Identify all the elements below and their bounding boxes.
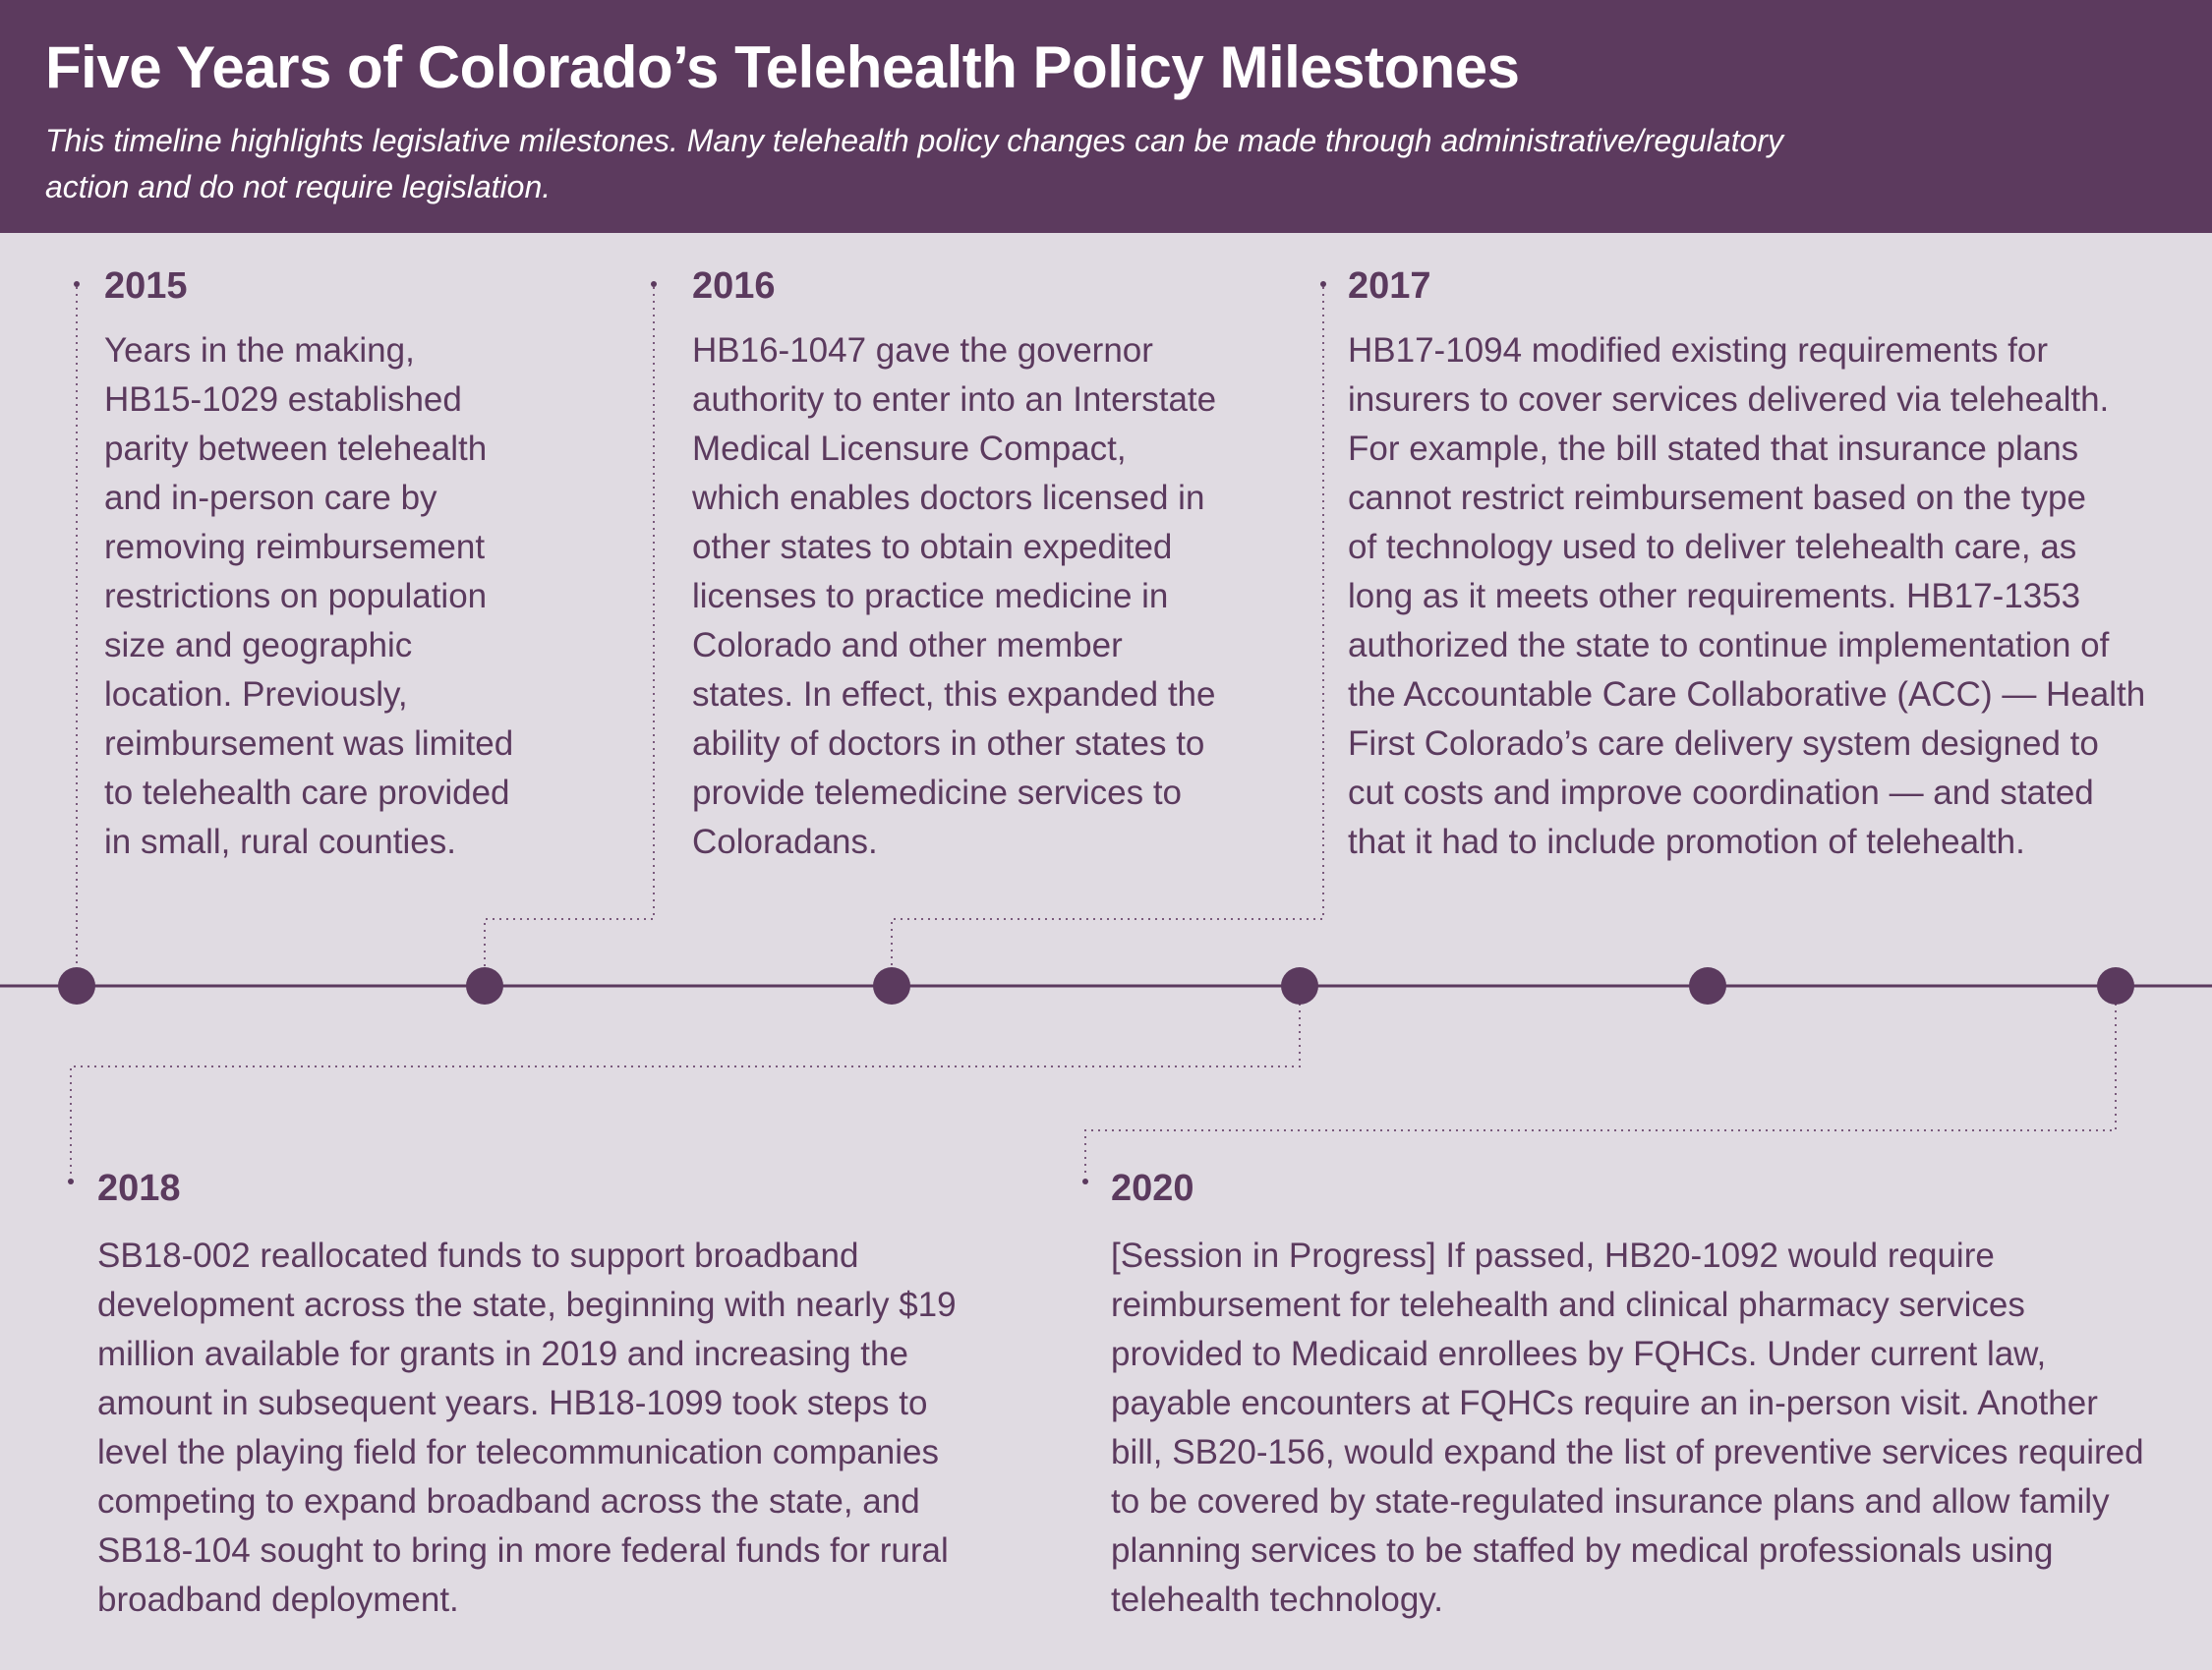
milestone-year: 2015: [104, 265, 188, 307]
text-line: cut costs and improve coordination — and…: [1348, 774, 2094, 812]
text-line: ability of doctors in other states to: [692, 724, 1205, 763]
text-line: states. In effect, this expanded the: [692, 675, 1216, 714]
text-line: HB16-1047 gave the governor: [692, 331, 1153, 370]
text-line: other states to obtain expedited: [692, 528, 1173, 566]
milestone-year: 2017: [1348, 265, 1431, 307]
text-line: to telehealth care provided: [104, 774, 510, 812]
connector-start-dot: [1320, 281, 1326, 287]
connector-2018: [70, 1004, 1301, 1178]
text-line: that it had to include promotion of tele…: [1348, 823, 2025, 861]
text-line: For example, the bill stated that insura…: [1348, 430, 2079, 468]
connector-start-dot: [74, 281, 80, 287]
timeline-node: [1689, 967, 1726, 1005]
page-title: Five Years of Colorado’s Telehealth Poli…: [45, 34, 1520, 100]
text-line: Colorado and other member: [692, 626, 1123, 664]
text-line: telehealth technology.: [1111, 1581, 1443, 1619]
text-line: authority to enter into an Interstate: [692, 380, 1217, 419]
text-line: removing reimbursement: [104, 528, 486, 566]
text-line: HB15-1029 established: [104, 380, 462, 419]
text-line: provide telemedicine services to: [692, 774, 1183, 812]
connector-2016: [484, 287, 655, 968]
text-line: reimbursement was limited: [104, 724, 514, 763]
text-line: development across the state, beginning …: [97, 1286, 957, 1324]
text-line: SB18-104 sought to bring in more federal…: [97, 1531, 949, 1570]
milestone-description: Years in the making, HB15-1029 establish…: [104, 326, 513, 867]
text-line: Years in the making,: [104, 331, 415, 370]
timeline-node: [1281, 967, 1318, 1005]
text-line: payable encounters at FQHCs require an i…: [1111, 1384, 2098, 1422]
timeline-node: [873, 967, 910, 1005]
page-subtitle: This timeline highlights legislative mil…: [45, 118, 2129, 210]
text-line: the Accountable Care Collaborative (ACC)…: [1348, 675, 2146, 714]
milestone-description: SB18-002 reallocated funds to support br…: [97, 1232, 957, 1625]
milestone-description: HB17-1094 modified existing requirements…: [1348, 326, 2145, 867]
text-line: provided to Medicaid enrollees by FQHCs.…: [1111, 1335, 2047, 1373]
text-line: broadband deployment.: [97, 1581, 459, 1619]
text-line: SB18-002 reallocated funds to support br…: [97, 1237, 859, 1275]
connector-start-dot: [651, 281, 657, 287]
text-line: location. Previously,: [104, 675, 408, 714]
milestone-description: [Session in Progress] If passed, HB20-10…: [1111, 1232, 2144, 1625]
connector-2020: [1084, 1004, 2117, 1178]
text-line: size and geographic: [104, 626, 413, 664]
header-banner: Five Years of Colorado’s Telehealth Poli…: [0, 0, 2212, 233]
milestone-year: 2020: [1111, 1168, 1194, 1209]
text-line: cannot restrict reimbursement based on t…: [1348, 479, 2086, 517]
connector-start-dot: [68, 1179, 74, 1184]
text-line: HB17-1094 modified existing requirements…: [1348, 331, 2049, 370]
text-line: insurers to cover services delivered via…: [1348, 380, 2110, 419]
text-line: long as it meets other requirements. HB1…: [1348, 577, 2081, 615]
text-line: Coloradans.: [692, 823, 878, 861]
text-line: licenses to practice medicine in: [692, 577, 1169, 615]
text-line: million available for grants in 2019 and…: [97, 1335, 908, 1373]
text-line: parity between telehealth: [104, 430, 488, 468]
text-line: level the playing field for telecommunic…: [97, 1433, 940, 1471]
text-line: planning services to be staffed by medic…: [1111, 1531, 2054, 1570]
subtitle-line: This timeline highlights legislative mil…: [45, 123, 1784, 158]
text-line: reimbursement for telehealth and clinica…: [1111, 1286, 2025, 1324]
timeline-node: [466, 967, 503, 1005]
timeline-node: [2097, 967, 2134, 1005]
text-line: which enables doctors licensed in: [692, 479, 1205, 517]
text-line: restrictions on population: [104, 577, 488, 615]
subtitle-line: action and do not require legislation.: [45, 169, 552, 204]
text-line: amount in subsequent years. HB18-1099 to…: [97, 1384, 928, 1422]
milestone-year: 2016: [692, 265, 776, 307]
text-line: and in-person care by: [104, 479, 437, 517]
timeline-node: [58, 967, 95, 1005]
text-line: First Colorado’s care delivery system de…: [1348, 724, 2099, 763]
milestone-description: HB16-1047 gave the governor authority to…: [692, 326, 1216, 867]
connector-2017: [891, 287, 1324, 968]
text-line: Medical Licensure Compact,: [692, 430, 1127, 468]
milestone-year: 2018: [97, 1168, 181, 1209]
text-line: of technology used to deliver telehealth…: [1348, 528, 2077, 566]
text-line: [Session in Progress] If passed, HB20-10…: [1111, 1237, 1995, 1275]
connector-start-dot: [1082, 1179, 1088, 1184]
text-line: to be covered by state-regulated insuran…: [1111, 1482, 2110, 1521]
text-line: competing to expand broadband across the…: [97, 1482, 920, 1521]
text-line: bill, SB20-156, would expand the list of…: [1111, 1433, 2144, 1471]
text-line: authorized the state to continue impleme…: [1348, 626, 2110, 664]
text-line: in small, rural counties.: [104, 823, 456, 861]
